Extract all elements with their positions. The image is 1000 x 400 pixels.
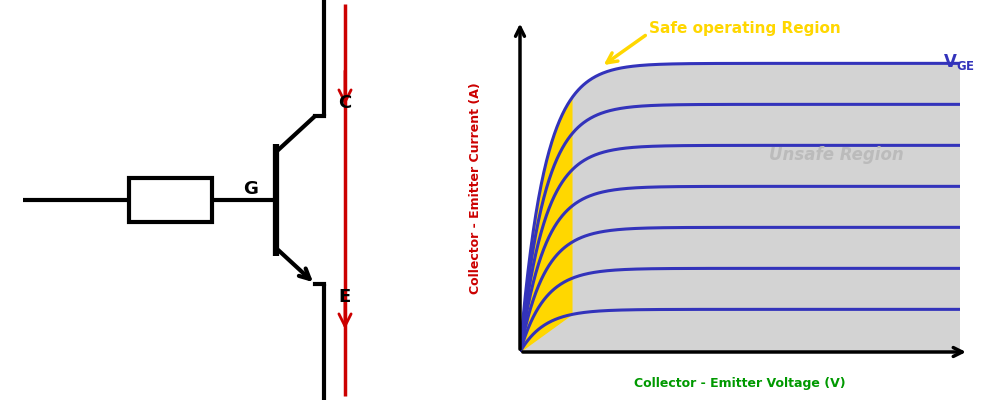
- Text: C: C: [338, 94, 351, 112]
- Polygon shape: [520, 98, 572, 352]
- Text: G: G: [243, 180, 258, 198]
- Text: $\mathregular{V_{GE}}$: $\mathregular{V_{GE}}$: [943, 52, 975, 72]
- Text: Safe operating Region: Safe operating Region: [649, 20, 841, 36]
- Text: E: E: [338, 288, 350, 306]
- Text: Collector - Emitter Current (A): Collector - Emitter Current (A): [468, 82, 482, 294]
- Bar: [129, 178, 212, 222]
- Text: Collector - Emitter Voltage (V): Collector - Emitter Voltage (V): [634, 378, 846, 390]
- Text: Unsafe Region: Unsafe Region: [769, 146, 904, 164]
- Polygon shape: [520, 63, 960, 352]
